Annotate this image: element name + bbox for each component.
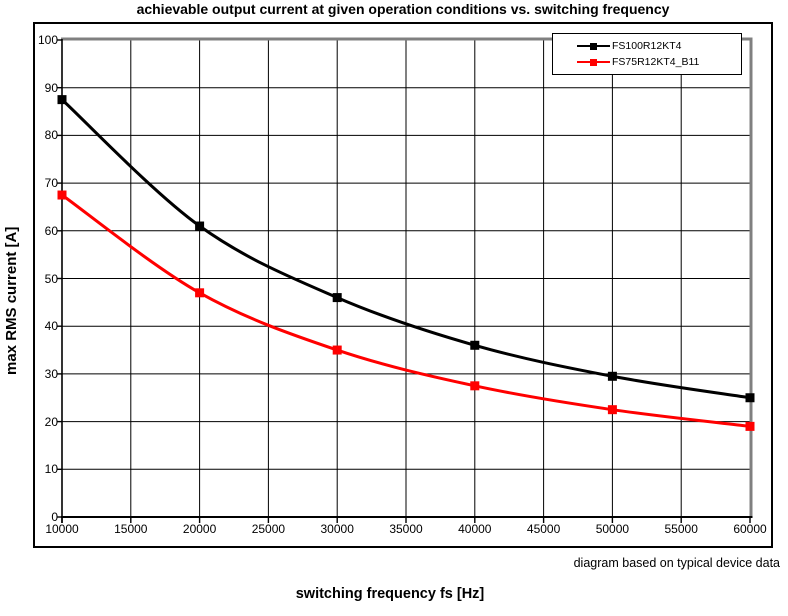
x-tick-label-15000: 15000 [114, 522, 148, 536]
legend-box: FS100R12KT4 FS75R12KT4_B11 [552, 33, 742, 75]
x-tick-label-30000: 30000 [320, 522, 354, 536]
data-point-marker-FS75R12KT4_B11 [607, 405, 617, 415]
y-tick-label-60: 60 [44, 223, 58, 238]
gridlines [61, 39, 751, 518]
legend-label: FS100R12KT4 [612, 40, 682, 52]
data-point-marker-FS100R12KT4 [57, 95, 67, 105]
series-line-FS100R12KT4 [60, 98, 752, 400]
y-tick-label-100: 100 [37, 33, 58, 47]
data-point-marker-FS100R12KT4 [745, 393, 755, 403]
y-tick-label-40: 40 [44, 319, 58, 334]
data-point-marker-FS75R12KT4_B11 [332, 345, 342, 355]
data-point-marker-FS75R12KT4_B11 [57, 190, 67, 200]
chart-frame [33, 22, 773, 548]
series-line-FS75R12KT4_B11 [60, 193, 752, 428]
x-tick-label-10000: 10000 [45, 522, 79, 536]
x-tick-label-25000: 25000 [251, 522, 286, 536]
axes [57, 39, 753, 523]
data-point-marker-FS100R12KT4 [195, 221, 205, 231]
chart-title: achievable output current at given opera… [136, 1, 670, 17]
x-tick-label-40000: 40000 [458, 522, 492, 536]
data-point-marker-FS75R12KT4_B11 [745, 421, 755, 431]
y-tick-label-10: 10 [44, 462, 58, 477]
data-point-marker-FS100R12KT4 [332, 293, 342, 303]
y-tick-label-30: 30 [44, 366, 58, 381]
y-tick-label-70: 70 [44, 176, 58, 191]
legend-marker-icon [590, 42, 597, 50]
legend-label: FS75R12KT4_B11 [612, 56, 700, 68]
x-axis-title: switching frequency fs [Hz] [295, 586, 485, 602]
data-point-marker-FS75R12KT4_B11 [195, 288, 205, 298]
data-point-marker-FS100R12KT4 [470, 340, 480, 350]
x-tick-label-55000: 55000 [664, 522, 698, 536]
y-tick-label-0: 0 [51, 510, 58, 524]
legend-line-sample [577, 58, 610, 67]
x-tick-label-50000: 50000 [595, 522, 630, 536]
x-tick-label-60000: 60000 [733, 522, 767, 536]
legend-line-sample [577, 42, 610, 51]
plot-border [61, 37, 753, 518]
legend-item-FS100R12KT4: FS100R12KT4 [577, 39, 741, 53]
x-tick-label-35000: 35000 [389, 522, 423, 536]
x-tick-label-20000: 20000 [182, 522, 217, 536]
y-tick-label-80: 80 [44, 128, 58, 143]
caption-text: diagram based on typical device data [573, 556, 780, 570]
y-tick-label-90: 90 [44, 80, 58, 95]
y-tick-label-50: 50 [44, 271, 58, 286]
legend-item-FS75R12KT4_B11: FS75R12KT4_B11 [577, 55, 741, 69]
y-tick-label-20: 20 [44, 414, 58, 429]
data-point-marker-FS75R12KT4_B11 [470, 381, 480, 391]
data-point-marker-FS100R12KT4 [607, 371, 617, 381]
legend-marker-icon [590, 58, 597, 66]
x-tick-label-45000: 45000 [526, 522, 561, 536]
